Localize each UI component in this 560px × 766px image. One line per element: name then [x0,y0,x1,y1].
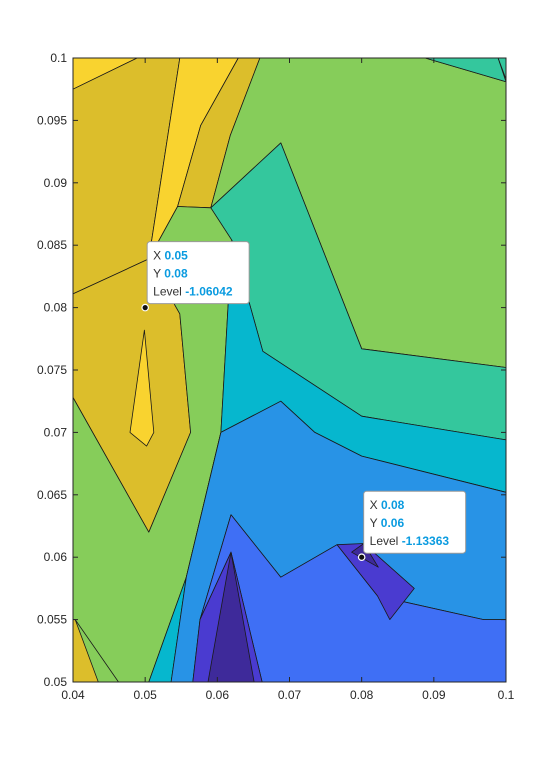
data-tip-row: Y 0.08 [153,267,188,281]
y-tick-label: 0.09 [44,176,68,190]
y-tick-label: 0.055 [37,613,67,627]
data-tip-box [146,241,250,305]
data-tip-value: 0.08 [381,498,405,512]
data-tip-value: -1.13363 [402,534,450,548]
x-tick-label: 0.1 [498,688,515,702]
data-tip-value: 0.05 [165,249,189,263]
y-tick-label: 0.065 [37,488,67,502]
y-tick-label: 0.07 [44,425,68,439]
x-tick-label: 0.06 [206,688,230,702]
data-tip-label: Level [370,534,402,548]
data-tip-label: Y [370,516,381,530]
data-tip-value: -1.06042 [185,285,233,299]
contour-region [336,543,415,620]
contour-region [129,329,155,447]
data-tip-label: X [153,249,164,263]
data-tip-value: 0.08 [164,267,188,281]
y-tick-label: 0.08 [44,301,68,315]
data-tip-label: Level [153,285,185,299]
data-tip-value: 0.06 [381,516,405,530]
data-tip-label: X [370,498,381,512]
x-tick-label: 0.04 [61,688,85,702]
x-tick-label: 0.08 [350,688,374,702]
y-tick-label: 0.05 [44,675,68,689]
data-tip-row: Level -1.13363 [370,534,450,548]
data-tip-label: Y [153,267,164,281]
data-tip-row: X 0.08 [370,498,405,512]
data-tip-row: X 0.05 [153,249,188,263]
y-tick-label: 0.06 [44,550,68,564]
y-tick-label: 0.1 [50,51,67,65]
data-tip-row: Level -1.06042 [153,285,233,299]
data-tip-marker [357,553,366,562]
data-tip-marker [141,303,149,312]
data-tip-box [363,490,467,554]
axis-ticks: 0.04 0.05 0.06 0.07 0.08 0.09 0.10.050.0550.06… [37,51,515,702]
y-tick-label: 0.085 [37,238,67,252]
x-tick-label: 0.07 [278,688,302,702]
contour-regions [72,57,507,683]
x-tick-label: 0.05 [133,688,157,702]
x-tick-label: 0.09 [422,688,446,702]
y-tick-label: 0.075 [37,363,67,377]
data-tip-row: Y 0.06 [370,516,405,530]
y-tick-label: 0.095 [37,113,67,127]
